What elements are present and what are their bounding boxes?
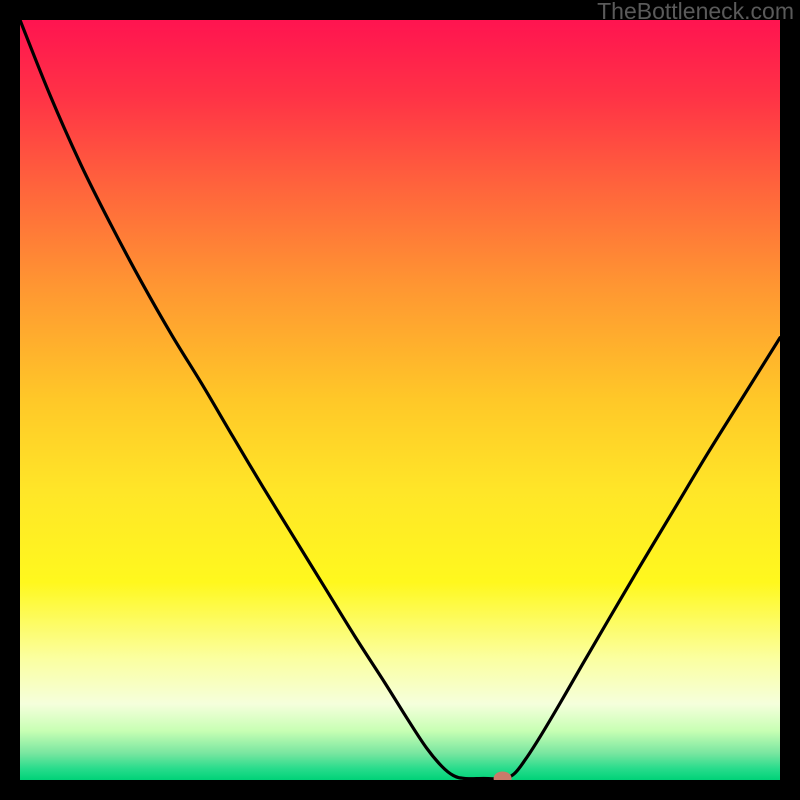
plot-svg bbox=[20, 20, 780, 780]
chart-stage: TheBottleneck.com bbox=[0, 0, 800, 800]
plot-area bbox=[20, 20, 780, 780]
watermark-text: TheBottleneck.com bbox=[597, 0, 794, 25]
plot-background bbox=[20, 20, 780, 780]
